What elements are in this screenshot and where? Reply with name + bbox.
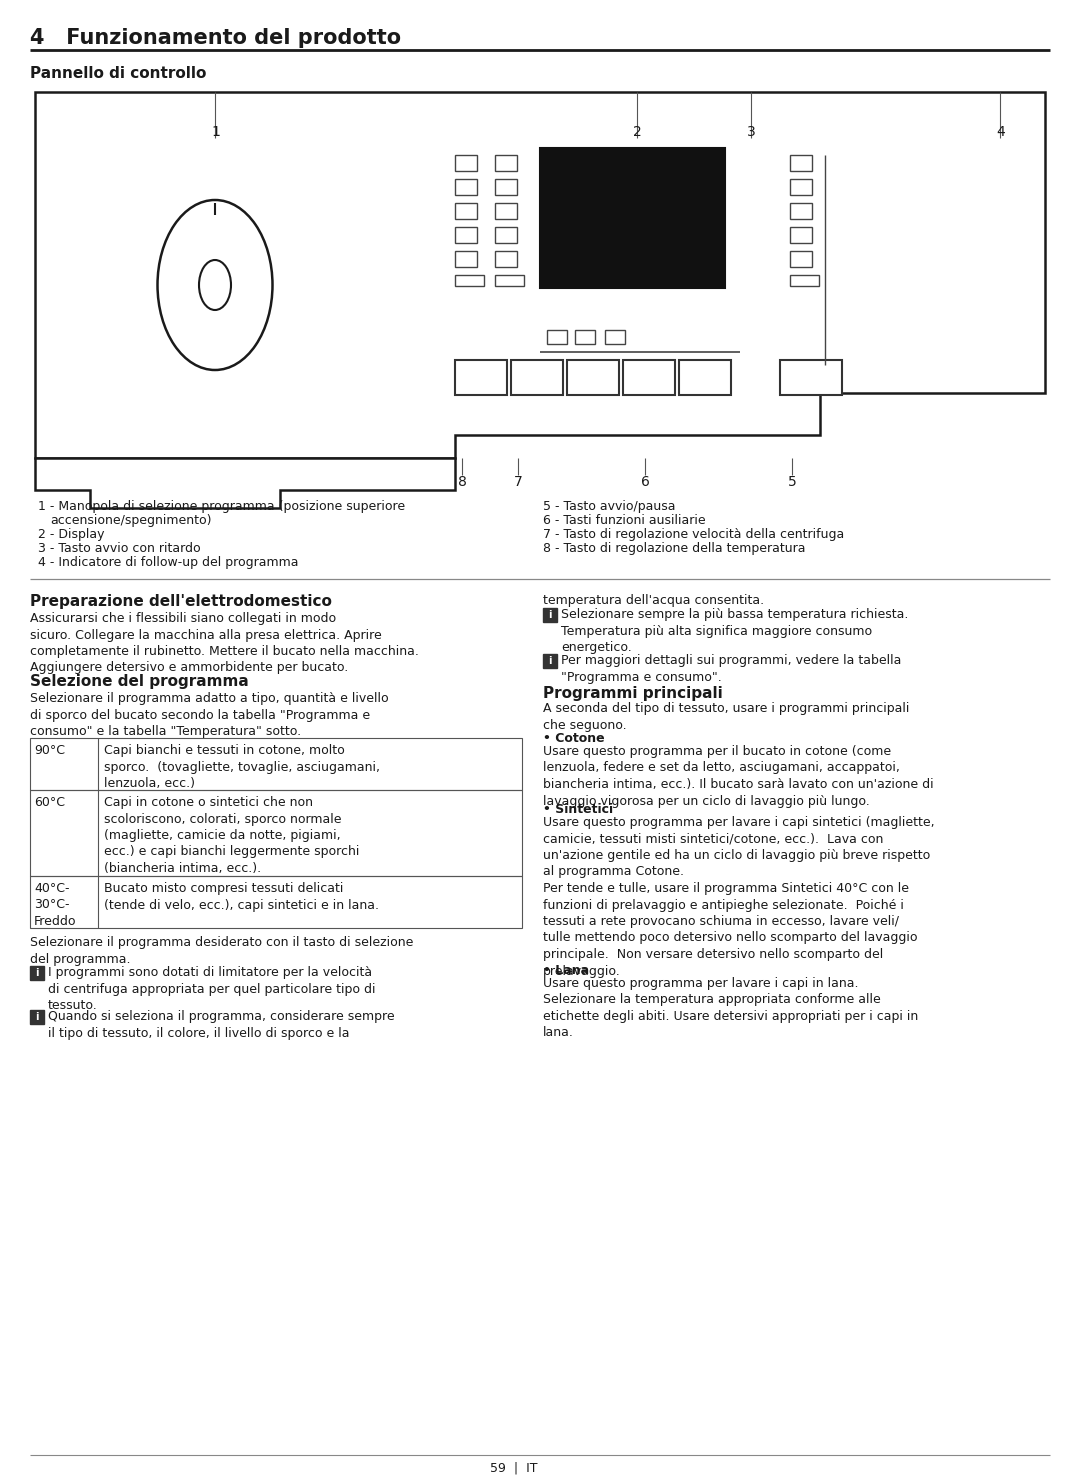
Bar xyxy=(605,330,625,344)
Bar xyxy=(735,167,766,212)
Bar xyxy=(543,654,557,668)
Text: temperatura dell'acqua consentita.: temperatura dell'acqua consentita. xyxy=(543,594,765,608)
Bar xyxy=(495,179,517,196)
Ellipse shape xyxy=(158,200,272,370)
Bar xyxy=(30,790,522,876)
Bar xyxy=(495,156,517,170)
Text: • Cotone: • Cotone xyxy=(543,732,605,745)
Text: Assicurarsi che i flessibili siano collegati in modo
sicuro. Collegare la macchi: Assicurarsi che i flessibili siano colle… xyxy=(30,612,419,674)
Text: 7: 7 xyxy=(514,476,523,489)
Bar xyxy=(789,203,812,219)
Text: 6 - Tasti funzioni ausiliarie: 6 - Tasti funzioni ausiliarie xyxy=(543,514,705,528)
Bar xyxy=(455,360,507,396)
Text: A seconda del tipo di tessuto, usare i programmi principali
che seguono.: A seconda del tipo di tessuto, usare i p… xyxy=(543,702,909,732)
Bar xyxy=(495,227,517,243)
Bar xyxy=(540,148,725,288)
Text: i: i xyxy=(549,611,552,619)
Text: 60°C: 60°C xyxy=(33,796,65,809)
Bar xyxy=(495,250,517,267)
Polygon shape xyxy=(35,92,1045,458)
Bar xyxy=(789,276,819,286)
Text: Selezionare il programma desiderato con il tasto di selezione
del programma.: Selezionare il programma desiderato con … xyxy=(30,937,414,965)
Text: Usare questo programma per lavare i capi sintetici (magliette,
camicie, tessuti : Usare questo programma per lavare i capi… xyxy=(543,817,934,978)
Bar xyxy=(30,738,522,790)
Text: 40°C-
30°C-
Freddo: 40°C- 30°C- Freddo xyxy=(33,882,77,928)
Ellipse shape xyxy=(199,259,231,310)
Text: 8: 8 xyxy=(458,476,467,489)
Text: 59  |  IT: 59 | IT xyxy=(490,1463,538,1475)
Bar xyxy=(455,203,477,219)
Text: accensione/spegnimento): accensione/spegnimento) xyxy=(50,514,212,528)
Text: Preparazione dell'elettrodomestico: Preparazione dell'elettrodomestico xyxy=(30,594,332,609)
Text: I programmi sono dotati di limitatore per la velocità
di centrifuga appropriata : I programmi sono dotati di limitatore pe… xyxy=(48,966,376,1012)
Text: 4 - Indicatore di follow-up del programma: 4 - Indicatore di follow-up del programm… xyxy=(38,556,298,569)
Bar xyxy=(455,227,477,243)
Bar xyxy=(567,360,619,396)
Text: 1 - Manopola di selezione programma (posizione superiore: 1 - Manopola di selezione programma (pos… xyxy=(38,499,405,513)
Bar xyxy=(780,360,842,396)
Text: • Lana: • Lana xyxy=(543,963,589,977)
Bar xyxy=(789,179,812,196)
Text: i: i xyxy=(549,657,552,665)
Text: Per maggiori dettagli sui programmi, vedere la tabella
"Programma e consumo".: Per maggiori dettagli sui programmi, ved… xyxy=(561,654,902,683)
Bar xyxy=(455,179,477,196)
Bar xyxy=(455,276,484,286)
Bar xyxy=(495,203,517,219)
Bar xyxy=(623,360,675,396)
Text: Programmi principali: Programmi principali xyxy=(543,686,723,701)
Text: Usare questo programma per lavare i capi in lana.
Selezionare la temperatura app: Usare questo programma per lavare i capi… xyxy=(543,977,918,1039)
Bar xyxy=(30,876,522,928)
Polygon shape xyxy=(35,458,455,508)
Bar xyxy=(575,330,595,344)
Text: Selezionare sempre la più bassa temperatura richiesta.
Temperatura più alta sign: Selezionare sempre la più bassa temperat… xyxy=(561,608,908,654)
Text: 2 - Display: 2 - Display xyxy=(38,528,105,541)
Text: 4   Funzionamento del prodotto: 4 Funzionamento del prodotto xyxy=(30,28,401,47)
Text: Selezione del programma: Selezione del programma xyxy=(30,674,248,689)
Text: Quando si seleziona il programma, considerare sempre
il tipo di tessuto, il colo: Quando si seleziona il programma, consid… xyxy=(48,1011,394,1039)
Bar xyxy=(789,250,812,267)
Bar xyxy=(543,608,557,622)
Text: i: i xyxy=(36,968,39,978)
Text: Capi in cotone o sintetici che non
scoloriscono, colorati, sporco normale
(magli: Capi in cotone o sintetici che non scolo… xyxy=(104,796,360,874)
Text: • Sintetici: • Sintetici xyxy=(543,803,613,817)
Text: 2: 2 xyxy=(633,124,642,139)
Text: 4: 4 xyxy=(996,124,1004,139)
Text: Bucato misto compresi tessuti delicati
(tende di velo, ecc.), capi sintetici e i: Bucato misto compresi tessuti delicati (… xyxy=(104,882,379,911)
Text: Pannello di controllo: Pannello di controllo xyxy=(30,67,206,82)
Bar xyxy=(511,360,563,396)
Bar xyxy=(789,156,812,170)
Bar xyxy=(30,966,44,980)
Text: 1: 1 xyxy=(211,124,220,139)
Bar xyxy=(455,156,477,170)
Bar xyxy=(789,227,812,243)
Text: 90°C: 90°C xyxy=(33,744,65,757)
Text: 6: 6 xyxy=(642,476,650,489)
Bar xyxy=(495,276,524,286)
Text: 3 - Tasto avvio con ritardo: 3 - Tasto avvio con ritardo xyxy=(38,542,201,554)
Text: Usare questo programma per il bucato in cotone (come
lenzuola, federe e set da l: Usare questo programma per il bucato in … xyxy=(543,745,933,808)
Text: 5: 5 xyxy=(788,476,797,489)
Text: 7 - Tasto di regolazione velocità della centrifuga: 7 - Tasto di regolazione velocità della … xyxy=(543,528,845,541)
Bar xyxy=(30,1011,44,1024)
Text: 8 - Tasto di regolazione della temperatura: 8 - Tasto di regolazione della temperatu… xyxy=(543,542,806,554)
Bar xyxy=(546,330,567,344)
Bar xyxy=(679,360,731,396)
Bar xyxy=(455,250,477,267)
Text: i: i xyxy=(36,1012,39,1023)
Text: Capi bianchi e tessuti in cotone, molto
sporco.  (tovagliette, tovaglie, asciuga: Capi bianchi e tessuti in cotone, molto … xyxy=(104,744,380,790)
Text: 5 - Tasto avvio/pausa: 5 - Tasto avvio/pausa xyxy=(543,499,675,513)
Text: 3: 3 xyxy=(747,124,756,139)
Text: Selezionare il programma adatto a tipo, quantità e livello
di sporco del bucato : Selezionare il programma adatto a tipo, … xyxy=(30,692,389,738)
